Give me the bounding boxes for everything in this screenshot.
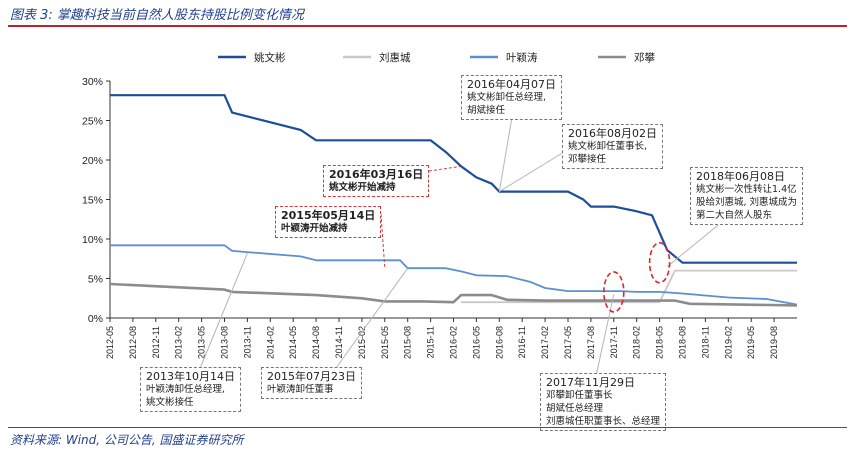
annotation-line: 姚文彬一次性转让1.4亿 [696,184,797,195]
x-tick-label: 2012-08 [128,326,138,359]
x-tick-label: 2016-08 [494,326,504,359]
annotation-2015-07-23: 2015年07月23日 叶颖涛卸任董事 [261,367,362,399]
annotation-line: 叶颖涛卸任总经理, [146,384,226,395]
annotation-line: 叶颖涛卸任董事 [267,384,334,395]
annotation-date: 2017年11月29日 [546,376,635,389]
series-line-刘惠城 [461,269,797,304]
x-tick-label: 2016-11 [517,326,527,358]
x-tick-label: 2013-11 [242,326,252,358]
x-tick-label: 2016-05 [471,326,481,359]
y-tick-label: 30% [82,76,103,88]
y-tick-label: 0% [88,313,103,325]
annotation-line: 胡斌任总经理 [546,403,604,414]
annotation-line: 邓攀接任 [568,154,607,165]
annotation-line: 姚文彬接任 [146,397,194,408]
x-tick-label: 2019-05 [746,326,756,359]
annotation-line: 姚文彬卸任董事长, [568,141,648,152]
legend-label: 叶颖涛 [506,51,538,64]
annotation-leader [666,224,719,268]
annotation-leader [499,152,563,193]
x-tick-label: 2013-05 [197,326,207,359]
y-tick-label: 25% [82,116,103,128]
annotation-2016-03-16: 2016年03月16日 姚文彬开始减持 [323,165,430,197]
x-tick-label: 2019-08 [769,326,779,359]
legend-label: 邓攀 [634,51,655,64]
annotation-line: 刘惠城任职董事长、总经理 [546,416,661,427]
highlight-circle [602,271,625,313]
annotation-line: 胡斌接任 [467,105,506,116]
x-tick-label: 2012-11 [151,326,161,358]
source-note: 资料来源: Wind, 公司公告, 国盛证券研究所 [10,433,244,447]
annotation-2017-11-29: 2017年11月29日 邓攀卸任董事长 胡斌任总经理 刘惠城任职董事长、总经理 [540,373,667,431]
series-line-叶颖涛 [110,244,798,306]
annotation-date: 2016年08月02日 [568,127,657,140]
title-rule [8,25,847,27]
annotation-line: 叶颖涛开始减持 [281,223,348,234]
x-tick-label: 2014-08 [311,326,321,359]
x-tick-label: 2018-08 [678,326,688,359]
x-tick-label: 2015-08 [403,326,413,359]
x-tick-label: 2013-02 [174,326,184,359]
annotation-2015-05-14: 2015年05月14日 叶颖涛开始减持 [275,206,382,238]
x-tick-label: 2013-08 [220,326,230,359]
x-tick-label: 2017-02 [540,326,550,359]
y-tick-label: 20% [82,155,103,167]
x-tick-label: 2019-02 [723,326,733,359]
x-tick-label: 2015-11 [426,326,436,358]
annotation-leader [596,294,615,374]
annotation-date: 2016年03月16日 [329,168,424,181]
annotation-date: 2016年04月07日 [467,78,556,91]
annotation-leader [380,213,386,269]
annotation-line: 姚文彬开始减持 [329,182,396,193]
x-tick-label: 2017-08 [586,326,596,359]
annotation-date: 2018年06月08日 [696,170,785,183]
annotation-2018-06-08: 2018年06月08日 姚文彬一次性转让1.4亿 股给刘惠城, 刘惠城成为 第二… [690,167,804,225]
x-tick-label: 2018-11 [700,326,710,358]
annotation-date: 2013年10月14日 [146,370,235,383]
x-tick-label: 2012-05 [105,326,115,359]
footer-rule [8,427,847,428]
x-tick-label: 2015-02 [357,326,367,359]
annotation-leader [336,267,409,368]
highlight-circle [648,241,671,284]
annotation-2016-08-02: 2016年08月02日 姚文彬卸任董事长, 邓攀接任 [562,124,663,169]
annotation-line: 第二大自然人股东 [696,210,773,221]
annotation-line: 姚文彬卸任总经理, [467,92,547,103]
x-tick-label: 2016-02 [449,326,459,359]
annotation-date: 2015年07月23日 [267,370,356,383]
x-tick-label: 2015-05 [380,326,390,359]
x-tick-label: 2018-02 [632,326,642,359]
series-line-邓攀 [109,282,798,307]
legend-label: 刘惠城 [379,51,411,64]
x-tick-label: 2017-05 [563,326,573,359]
y-tick-label: 5% [88,274,103,286]
x-tick-label: 2014-05 [288,326,298,359]
x-tick-label: 2017-11 [609,326,619,358]
legend-label: 姚文彬 [254,51,286,64]
x-tick-label: 2014-11 [334,326,344,358]
annotation-2013-10-14: 2013年10月14日 叶颖涛卸任总经理, 姚文彬接任 [140,367,241,412]
annotation-2016-04-07: 2016年04月07日 姚文彬卸任总经理, 胡斌接任 [461,75,562,120]
annotation-line: 邓攀卸任董事长 [546,390,613,401]
x-tick-label: 2014-02 [265,326,275,359]
annotation-line: 股给刘惠城, 刘惠城成为 [696,197,798,208]
annotation-leader [498,119,512,192]
annotation-leader [428,165,462,172]
y-tick-label: 15% [82,195,103,207]
x-tick-label: 2018-05 [655,326,665,359]
y-tick-label: 10% [82,234,103,246]
chart-title: 图表 3: 掌趣科技当前自然人股东持股比例变化情况 [10,8,304,23]
annotation-date: 2015年05月14日 [281,209,376,222]
annotation-leader [200,253,248,368]
